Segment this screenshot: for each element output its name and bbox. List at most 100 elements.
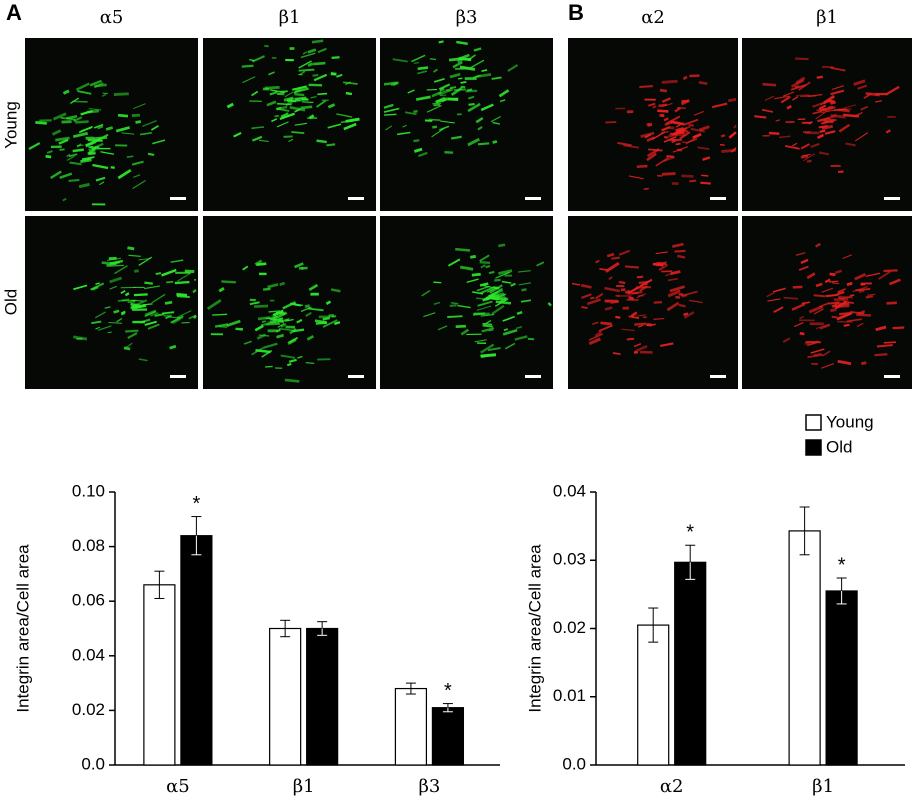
streak	[794, 85, 800, 88]
streak	[72, 131, 89, 139]
streak	[631, 291, 639, 295]
x-tick-label: α5	[166, 776, 190, 797]
streak	[503, 328, 509, 332]
streak	[836, 312, 852, 321]
streak	[110, 166, 115, 169]
streak	[647, 102, 656, 107]
streak	[858, 289, 865, 293]
streak	[754, 115, 767, 119]
streak	[495, 271, 510, 279]
streak	[73, 116, 83, 123]
streak	[874, 353, 888, 357]
error-bar	[191, 516, 202, 556]
streak	[521, 288, 527, 292]
streak	[124, 292, 130, 297]
streak	[831, 282, 840, 285]
streak	[413, 110, 418, 114]
streak	[689, 179, 697, 183]
streak	[818, 104, 827, 110]
streak	[107, 331, 112, 334]
streak	[504, 342, 516, 350]
streak	[867, 293, 876, 296]
streak	[166, 280, 174, 284]
streak	[812, 101, 826, 108]
panel-label: B	[568, 0, 584, 25]
streak	[306, 335, 314, 341]
streak	[843, 323, 850, 327]
streak	[50, 170, 62, 180]
streak	[636, 275, 644, 279]
streak	[659, 88, 667, 93]
streak	[473, 74, 481, 78]
streak	[417, 70, 428, 75]
streak	[808, 121, 813, 125]
streak	[780, 95, 791, 104]
streak	[35, 121, 47, 125]
streak	[682, 75, 688, 81]
x-tick-label: β3	[418, 776, 440, 797]
streak	[251, 90, 259, 97]
scale-bar	[525, 197, 541, 200]
streak	[667, 289, 681, 298]
streak	[476, 297, 486, 300]
streak	[841, 104, 857, 110]
streak	[815, 282, 823, 288]
streak	[93, 123, 104, 129]
streak	[824, 130, 836, 135]
streak	[485, 296, 498, 300]
streak	[854, 132, 869, 142]
streak	[790, 78, 805, 88]
streak	[443, 97, 459, 100]
streak	[822, 106, 831, 112]
streak	[810, 142, 820, 148]
streak	[658, 103, 668, 107]
streak	[418, 151, 428, 158]
streak	[488, 329, 494, 332]
streak	[683, 312, 689, 317]
streak	[327, 103, 336, 109]
streak	[152, 139, 166, 145]
streak	[507, 64, 519, 72]
streak	[276, 107, 290, 112]
streak	[477, 300, 493, 307]
streak	[300, 306, 312, 313]
streak	[336, 113, 353, 118]
streak	[66, 114, 78, 120]
streak	[656, 261, 667, 267]
streak	[502, 328, 518, 336]
streak	[802, 153, 811, 157]
streak	[450, 86, 463, 96]
streak	[433, 104, 441, 107]
y-tick-label: 0.03	[553, 550, 586, 569]
streak	[340, 120, 353, 124]
error-bar	[685, 544, 696, 580]
streak	[85, 137, 101, 147]
streak	[73, 335, 88, 341]
streak	[313, 61, 326, 66]
streak	[322, 319, 338, 328]
streak	[856, 322, 864, 328]
streak	[886, 301, 897, 305]
scale-bar	[170, 375, 186, 378]
streak	[276, 102, 292, 106]
streak	[411, 54, 426, 63]
streak	[138, 256, 153, 266]
streak	[218, 325, 228, 329]
streak	[821, 109, 836, 114]
streak	[444, 150, 454, 154]
streak	[170, 315, 184, 324]
streak	[113, 92, 129, 97]
streak	[283, 135, 293, 138]
streak	[117, 113, 129, 118]
streak	[288, 358, 297, 363]
streak	[604, 306, 613, 311]
streak	[304, 304, 311, 309]
y-tick-label: 0.04	[553, 481, 586, 500]
streak	[598, 324, 613, 332]
streak	[428, 118, 441, 121]
bar	[431, 707, 465, 766]
streak	[815, 111, 826, 120]
streak	[242, 76, 256, 84]
streak	[459, 65, 476, 71]
streak	[221, 280, 236, 284]
